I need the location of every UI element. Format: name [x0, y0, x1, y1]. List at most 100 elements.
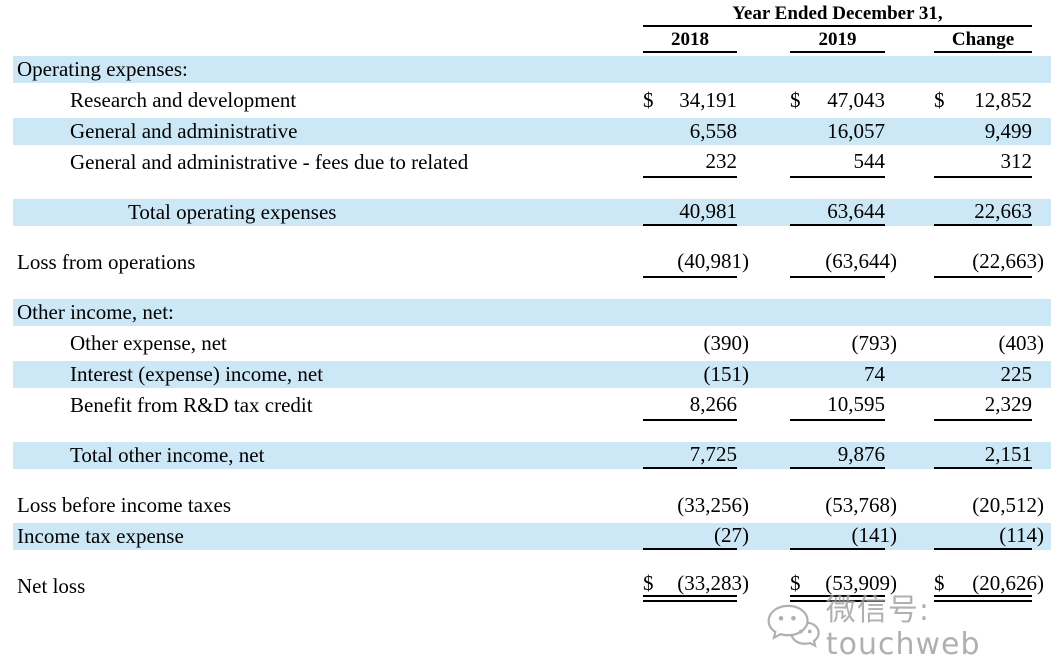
- value-text: 7,725: [689, 442, 737, 466]
- table-row: Loss before income taxes (33,256) (53,768)…: [13, 490, 1051, 521]
- value-cell: $ (20,626): [934, 570, 1044, 602]
- row-label: Operating expenses:: [17, 57, 188, 81]
- row-spacer: [13, 471, 1051, 490]
- value-text: 8,266: [689, 392, 737, 416]
- value-cell: 16,057: [790, 118, 885, 145]
- value-text: 34,191: [679, 88, 737, 112]
- value-cell: (151): [643, 361, 750, 388]
- value-text: (27): [714, 523, 749, 547]
- currency-symbol: $: [643, 570, 654, 595]
- value-cell: 9,499: [934, 118, 1032, 145]
- value-text: (403): [998, 331, 1045, 355]
- value-text: 12,852: [974, 88, 1032, 112]
- value-cell: $ (53,909): [790, 570, 897, 602]
- value-cell: 40,981: [643, 199, 737, 226]
- value-cell: (114): [934, 523, 1044, 550]
- table-row: Income tax expense (27) (141) (114): [13, 521, 1051, 552]
- row-label: General and administrative: [70, 119, 298, 143]
- row-label: Interest (expense) income, net: [70, 362, 324, 386]
- value-text: 74: [864, 362, 885, 386]
- table-row: Other expense, net (390) (793) (403): [13, 328, 1051, 359]
- row-label: Other expense, net: [70, 331, 227, 355]
- value-cell: $34,191: [643, 85, 737, 116]
- table-row: Other income, net:: [13, 297, 1051, 328]
- table-row: Total operating expenses 40,981 63,644 22,6…: [13, 197, 1051, 228]
- column-header-2019: 2019: [790, 28, 885, 53]
- value-cell: [934, 299, 1032, 326]
- value-cell: 312: [934, 147, 1032, 178]
- value-cell: (390): [643, 328, 750, 359]
- value-cell: 544: [790, 147, 885, 178]
- value-cell: (63,644): [790, 247, 897, 278]
- value-text: (141): [851, 523, 898, 547]
- value-text: (20,626): [972, 570, 1044, 595]
- value-cell: 8,266: [643, 390, 737, 421]
- value-text: 2,329: [984, 392, 1032, 416]
- value-cell: (40,981): [643, 247, 749, 278]
- value-text: 2,151: [984, 442, 1032, 466]
- value-cell: (141): [790, 523, 897, 550]
- currency-symbol: $: [790, 88, 801, 112]
- row-spacer: [13, 178, 1051, 197]
- currency-symbol: $: [643, 88, 654, 112]
- value-text: (33,283): [677, 570, 749, 595]
- value-cell: (33,256): [643, 490, 749, 521]
- table-row: Benefit from R&D tax credit 8,266 10,595 2,…: [13, 390, 1051, 421]
- income-statement-table: Year Ended December 31, 2018 2019 Change O…: [13, 3, 1051, 602]
- table-row: Operating expenses:: [13, 54, 1051, 85]
- value-text: (151): [703, 362, 750, 386]
- value-cell: $47,043: [790, 85, 885, 116]
- value-text: 544: [853, 149, 886, 173]
- period-group-row: Year Ended December 31,: [13, 3, 1051, 27]
- column-header-change: Change: [934, 28, 1032, 53]
- watermark: 微信号: touchweb: [766, 594, 1064, 662]
- value-text: (33,256): [677, 493, 749, 517]
- watermark-text: 微信号: touchweb: [825, 593, 981, 662]
- currency-symbol: $: [790, 570, 801, 595]
- value-text: 9,499: [984, 119, 1032, 143]
- row-label: Net loss: [17, 574, 86, 598]
- row-label: Loss from operations: [17, 250, 196, 274]
- value-text: (53,909): [825, 570, 897, 595]
- value-text: (63,644): [825, 249, 897, 273]
- table-row: Total other income, net 7,725 9,876 2,151: [13, 440, 1051, 471]
- value-text: (390): [703, 331, 750, 355]
- value-cell: [643, 56, 737, 83]
- wechat-icon: [767, 604, 820, 648]
- table-row: Research and development $34,191 $47,043 $1…: [13, 85, 1051, 116]
- table-row: Loss from operations (40,981) (63,644) (22,…: [13, 247, 1051, 278]
- value-text: 312: [1000, 149, 1033, 173]
- value-text: (40,981): [677, 249, 749, 273]
- value-cell: [790, 56, 885, 83]
- row-spacer: [13, 278, 1051, 297]
- value-text: 10,595: [827, 392, 885, 416]
- row-spacer: [13, 552, 1051, 571]
- row-label: Loss before income taxes: [17, 493, 232, 517]
- value-cell: 63,644: [790, 199, 885, 226]
- row-spacer: [13, 421, 1051, 440]
- currency-symbol: $: [934, 88, 945, 112]
- value-text: (793): [851, 331, 898, 355]
- currency-symbol: $: [934, 570, 945, 595]
- value-cell: (27): [643, 523, 749, 550]
- value-text: (20,512): [972, 493, 1044, 517]
- table-row: Net loss $ (33,283) $ (53,909) $ (20,626): [13, 571, 1051, 602]
- value-cell: 74: [790, 361, 885, 388]
- value-text: 225: [1000, 362, 1033, 386]
- row-label: General and administrative - fees due to…: [70, 150, 469, 174]
- column-header-2018: 2018: [643, 28, 737, 53]
- value-cell: (20,512): [934, 490, 1044, 521]
- value-cell: 10,595: [790, 390, 885, 421]
- value-text: 63,644: [827, 199, 885, 223]
- value-text: 16,057: [827, 119, 885, 143]
- period-group-header: Year Ended December 31,: [643, 3, 1032, 27]
- value-text: 232: [705, 149, 738, 173]
- value-text: (114): [999, 523, 1044, 547]
- value-cell: 2,151: [934, 442, 1032, 469]
- value-text: 40,981: [679, 199, 737, 223]
- value-text: 9,876: [837, 442, 885, 466]
- value-text: (22,663): [972, 249, 1044, 273]
- value-cell: [934, 56, 1032, 83]
- value-cell: (53,768): [790, 490, 897, 521]
- value-cell: 6,558: [643, 118, 737, 145]
